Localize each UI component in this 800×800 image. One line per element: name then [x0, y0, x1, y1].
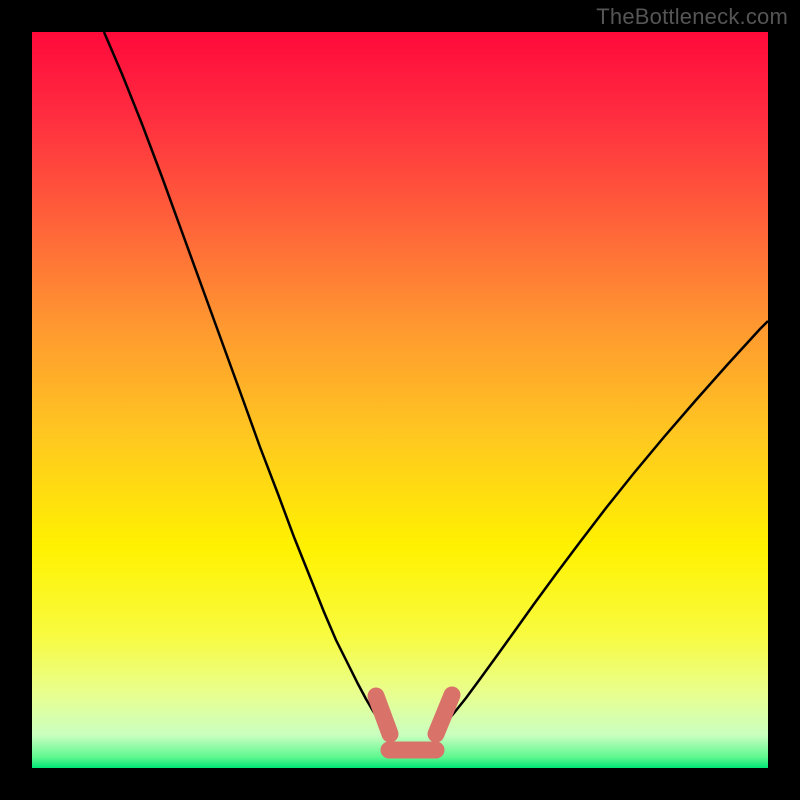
chart-svg	[32, 32, 768, 768]
watermark-text: TheBottleneck.com	[596, 4, 788, 30]
gradient-background	[32, 32, 768, 768]
plot-area	[32, 32, 768, 768]
